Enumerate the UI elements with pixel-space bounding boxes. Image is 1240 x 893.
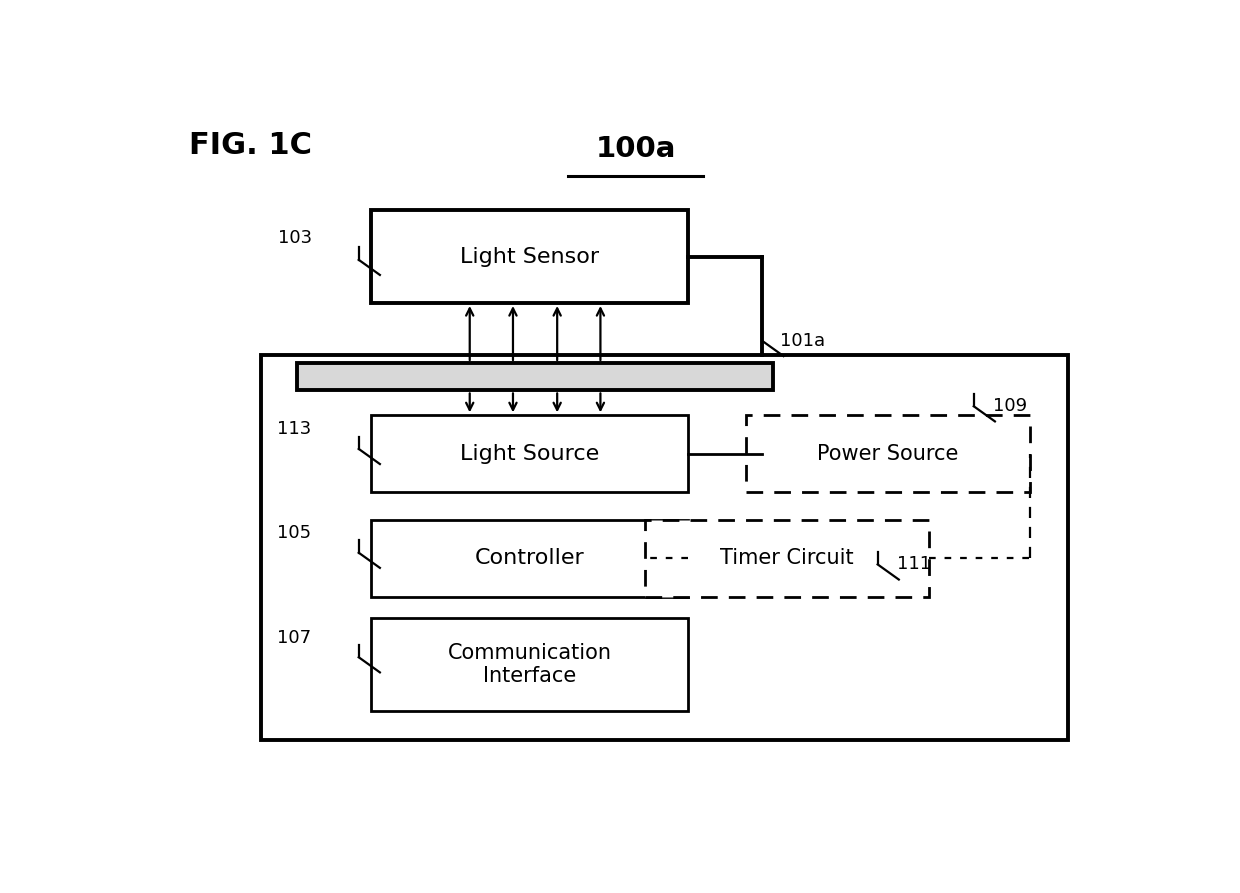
Bar: [371, 415, 688, 492]
Text: Power Source: Power Source: [817, 444, 959, 463]
Text: Timer Circuit: Timer Circuit: [720, 548, 853, 568]
Text: 113: 113: [277, 420, 311, 438]
Bar: [260, 355, 1068, 739]
Bar: [371, 520, 688, 597]
Bar: [645, 520, 929, 597]
Text: 103: 103: [278, 229, 312, 246]
Bar: [298, 363, 773, 390]
Text: FIG. 1C: FIG. 1C: [188, 131, 311, 160]
Text: 111: 111: [897, 555, 931, 573]
Bar: [746, 415, 1029, 492]
Text: Communication
Interface: Communication Interface: [448, 643, 611, 686]
Text: 100a: 100a: [595, 135, 676, 163]
Text: Light Source: Light Source: [460, 444, 599, 463]
Text: Controller: Controller: [475, 548, 585, 568]
Bar: [371, 211, 688, 303]
Text: 105: 105: [277, 524, 311, 542]
Bar: [371, 618, 688, 711]
Text: 109: 109: [993, 397, 1027, 415]
Text: Light Sensor: Light Sensor: [460, 246, 599, 267]
Text: 107: 107: [277, 629, 311, 647]
Text: 101a: 101a: [780, 332, 825, 350]
